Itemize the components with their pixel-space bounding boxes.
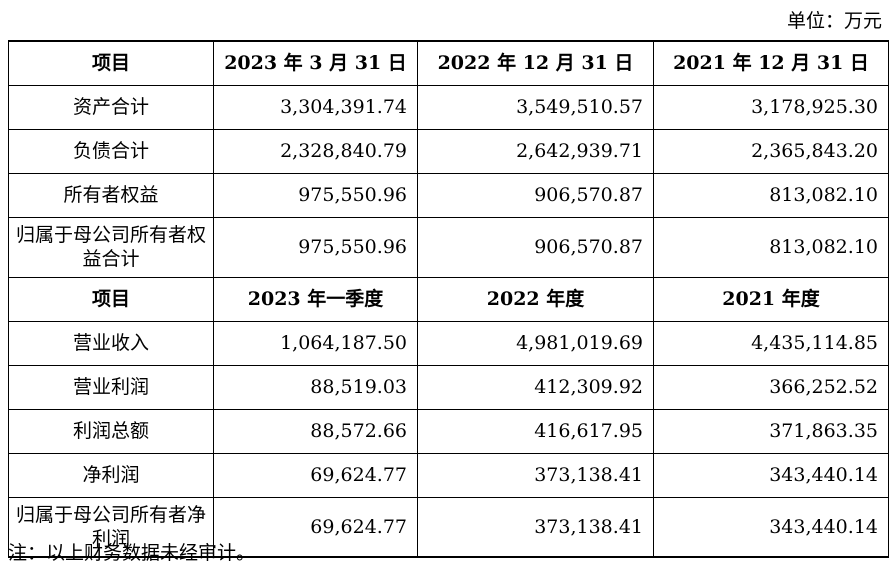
header-2023-03-31: 2023 年 3 月 31 日 [213, 40, 418, 86]
cell-value: 2,365,843.20 [653, 128, 889, 174]
table-row-total-liabilities: 负债合计 2,328,840.79 2,642,939.71 2,365,843… [8, 128, 889, 174]
cell-value: 813,082.10 [653, 216, 889, 278]
row-label: 负债合计 [8, 128, 214, 174]
cell-value: 69,624.77 [213, 452, 418, 498]
header-item: 项目 [8, 40, 214, 86]
cell-value: 373,138.41 [417, 452, 654, 498]
row-label: 归属于母公司所有者权益合计 [8, 216, 214, 278]
header-2023-q1: 2023 年一季度 [213, 276, 418, 322]
table-row-total-profit: 利润总额 88,572.66 416,617.95 371,863.35 [8, 408, 889, 454]
balance-header-row: 项目 2023 年 3 月 31 日 2022 年 12 月 31 日 2021… [8, 40, 889, 86]
table-row-parent-equity: 归属于母公司所有者权益合计 975,550.96 906,570.87 813,… [8, 216, 889, 278]
header-2021-12-31: 2021 年 12 月 31 日 [653, 40, 889, 86]
cell-value: 343,440.14 [653, 496, 889, 558]
cell-value: 343,440.14 [653, 452, 889, 498]
row-label: 资产合计 [8, 84, 214, 130]
table-row-net-profit: 净利润 69,624.77 373,138.41 343,440.14 [8, 452, 889, 498]
cell-value: 3,549,510.57 [417, 84, 654, 130]
row-label: 所有者权益 [8, 172, 214, 218]
row-label: 净利润 [8, 452, 214, 498]
header-2022-year: 2022 年度 [417, 276, 654, 322]
cell-value: 975,550.96 [213, 172, 418, 218]
footnote: 注：以上财务数据未经审计。 [8, 542, 256, 564]
row-label: 营业利润 [8, 364, 214, 410]
income-header-row: 项目 2023 年一季度 2022 年度 2021 年度 [8, 276, 889, 322]
table-row-owners-equity: 所有者权益 975,550.96 906,570.87 813,082.10 [8, 172, 889, 218]
cell-value: 69,624.77 [213, 496, 418, 558]
financial-data-table: 项目 2023 年 3 月 31 日 2022 年 12 月 31 日 2021… [8, 40, 889, 558]
row-label: 营业收入 [8, 320, 214, 366]
row-label: 利润总额 [8, 408, 214, 454]
unit-label: 单位：万元 [786, 10, 882, 32]
table-row-parent-net-profit: 归属于母公司所有者净利润 69,624.77 373,138.41 343,44… [8, 496, 889, 558]
cell-value: 2,328,840.79 [213, 128, 418, 174]
table-row-operating-profit: 营业利润 88,519.03 412,309.92 366,252.52 [8, 364, 889, 410]
cell-value: 412,309.92 [417, 364, 654, 410]
cell-value: 88,572.66 [213, 408, 418, 454]
cell-value: 975,550.96 [213, 216, 418, 278]
cell-value: 373,138.41 [417, 496, 654, 558]
header-2022-12-31: 2022 年 12 月 31 日 [417, 40, 654, 86]
cell-value: 813,082.10 [653, 172, 889, 218]
cell-value: 2,642,939.71 [417, 128, 654, 174]
cell-value: 3,178,925.30 [653, 84, 889, 130]
cell-value: 416,617.95 [417, 408, 654, 454]
cell-value: 906,570.87 [417, 216, 654, 278]
header-item: 项目 [8, 276, 214, 322]
cell-value: 4,981,019.69 [417, 320, 654, 366]
cell-value: 371,863.35 [653, 408, 889, 454]
table-row-total-assets: 资产合计 3,304,391.74 3,549,510.57 3,178,925… [8, 84, 889, 130]
cell-value: 1,064,187.50 [213, 320, 418, 366]
cell-value: 366,252.52 [653, 364, 889, 410]
cell-value: 4,435,114.85 [653, 320, 889, 366]
row-label: 归属于母公司所有者净利润 [8, 496, 214, 558]
cell-value: 3,304,391.74 [213, 84, 418, 130]
table-row-operating-revenue: 营业收入 1,064,187.50 4,981,019.69 4,435,114… [8, 320, 889, 366]
header-2021-year: 2021 年度 [653, 276, 889, 322]
cell-value: 88,519.03 [213, 364, 418, 410]
cell-value: 906,570.87 [417, 172, 654, 218]
